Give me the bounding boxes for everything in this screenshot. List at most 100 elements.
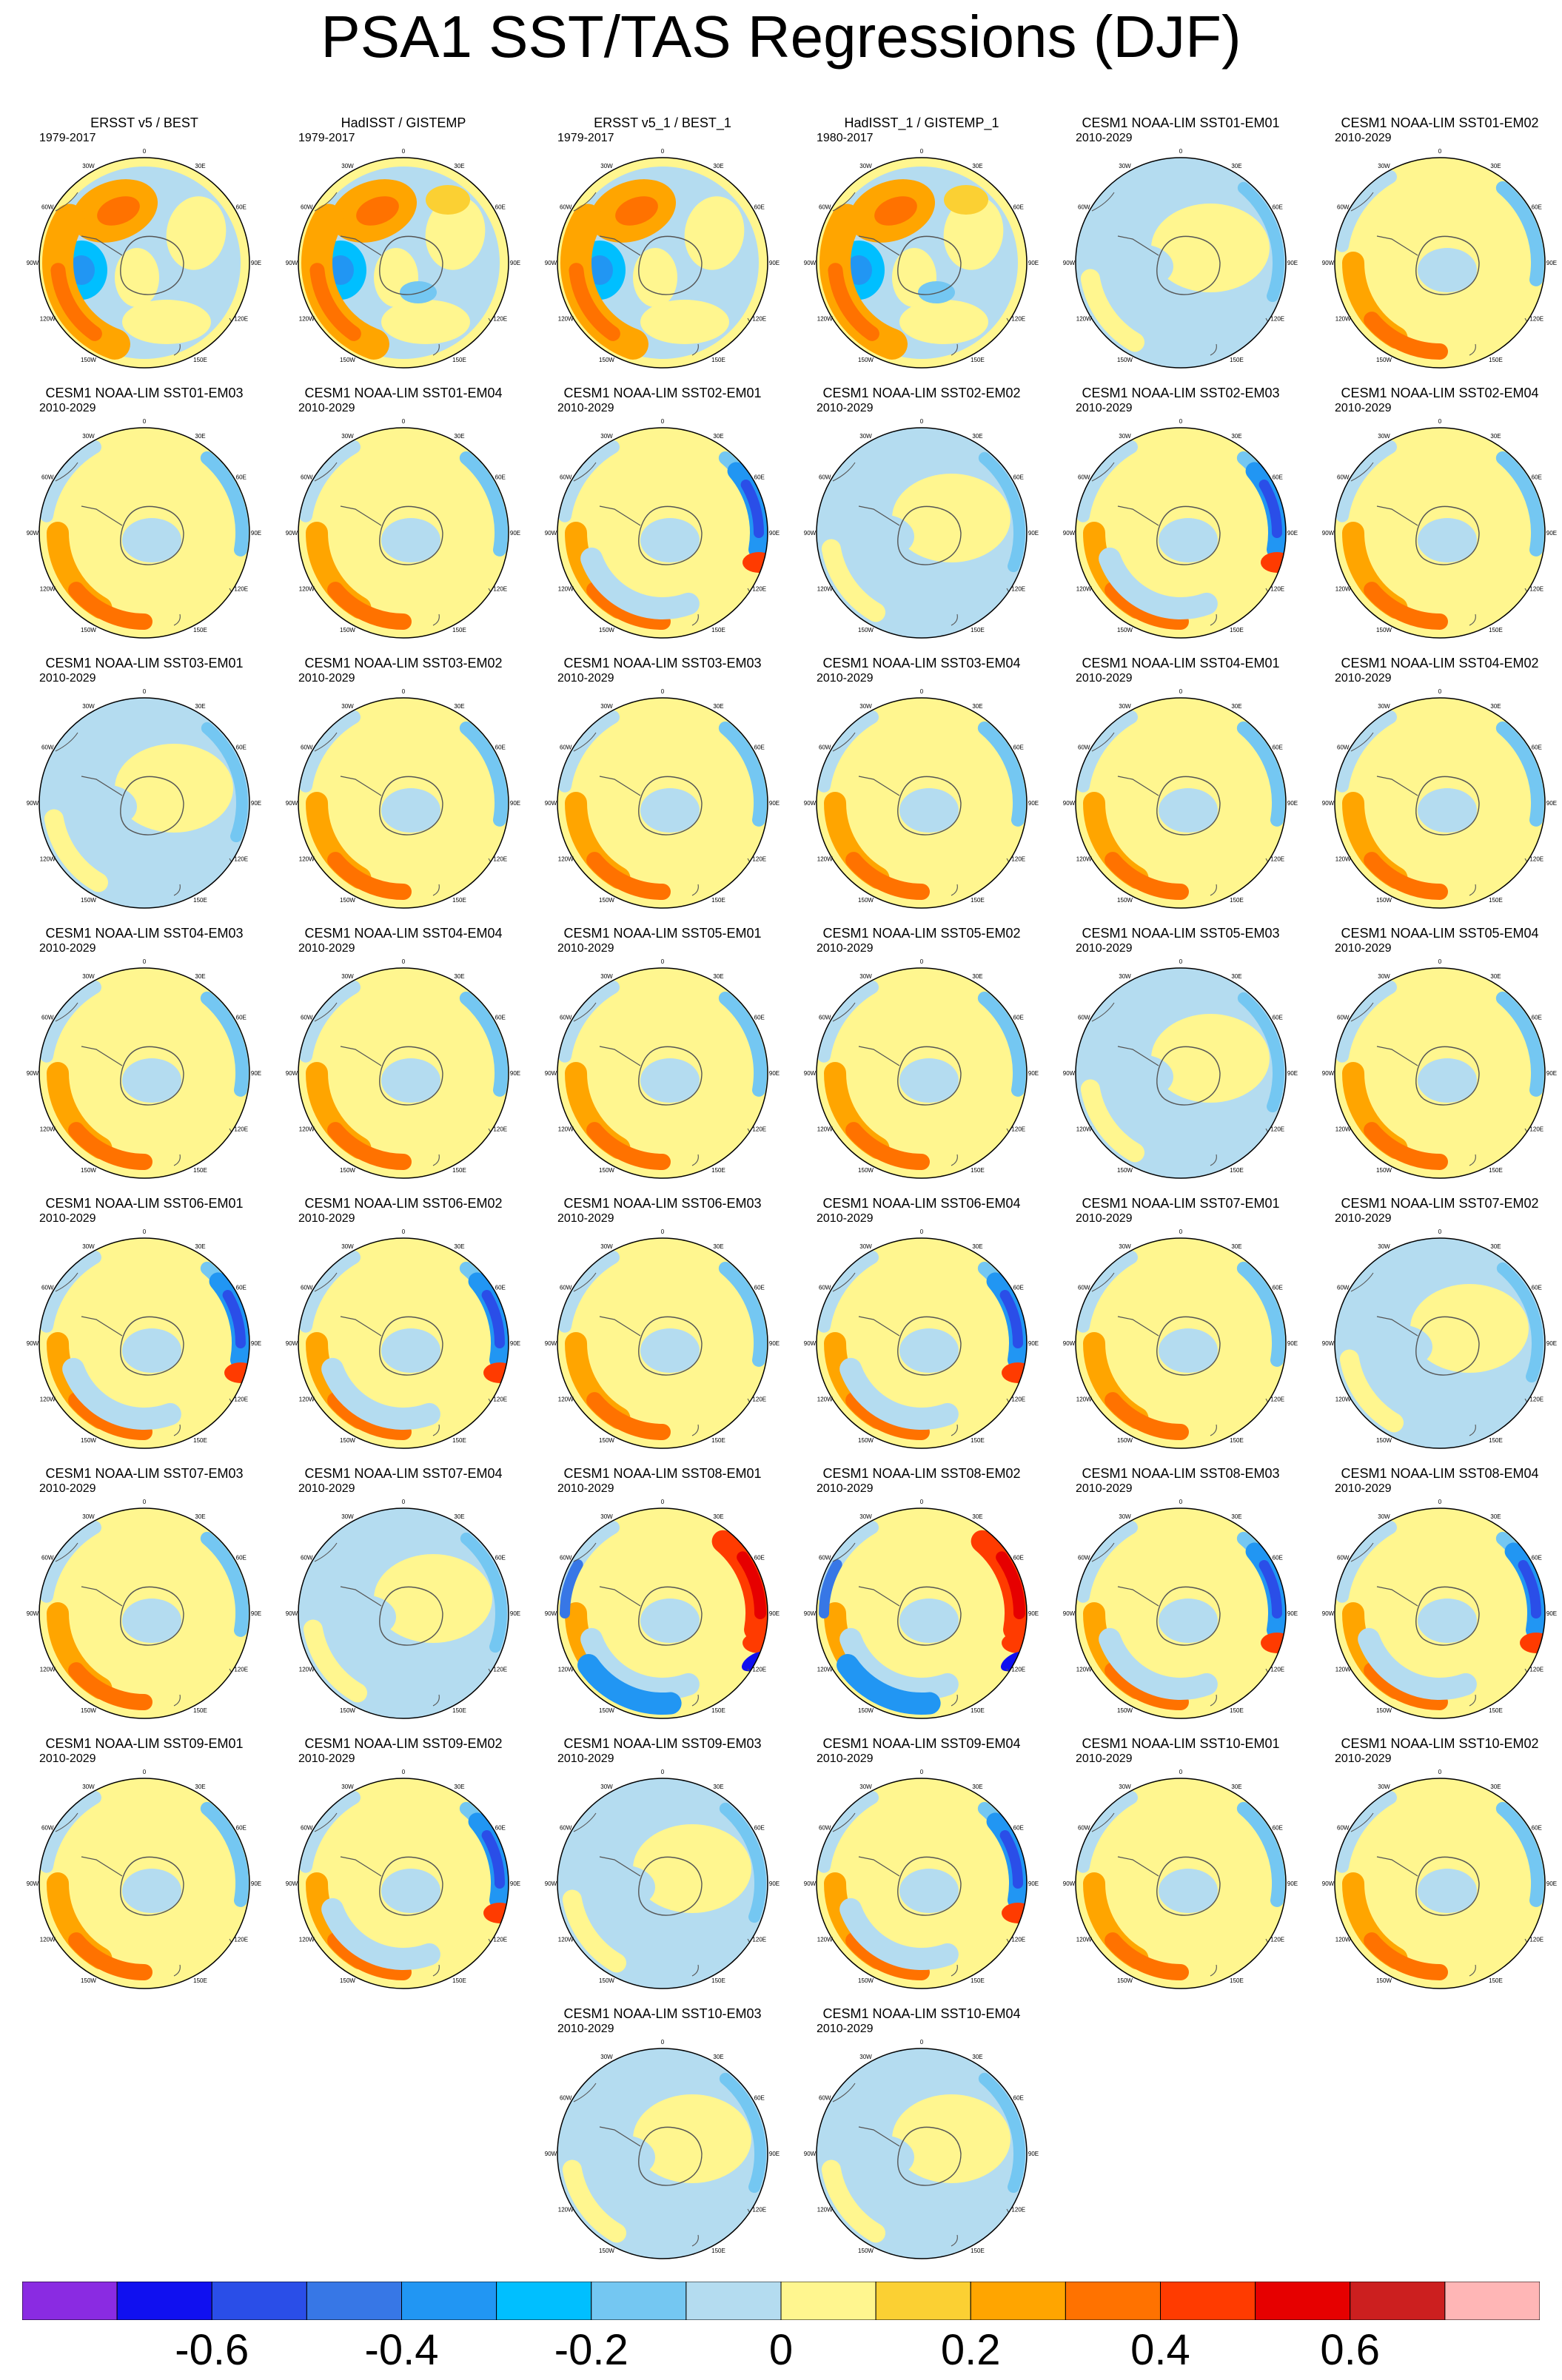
longitude-tick-label: 150W (81, 1167, 96, 1174)
map-panel: 030E60E90E120E150E180150W120W90W60W30WCE… (537, 1195, 788, 1450)
panel-period: 2010-2029 (298, 1212, 355, 1225)
longitude-tick-label: 90E (251, 260, 261, 266)
longitude-tick-label: 30W (1378, 703, 1390, 710)
longitude-tick-label: 90E (1028, 1070, 1039, 1077)
polar-map: 030E60E90E120E150E180150W120W90W60W30W (545, 1228, 780, 1449)
map-panel: 030E60E90E120E150E180150W120W90W60W30WCE… (1314, 1735, 1562, 1991)
longitude-tick-label: 30W (1378, 1784, 1390, 1790)
longitude-tick-label: 90W (545, 1610, 557, 1617)
colorbar-swatch (875, 2282, 971, 2320)
antarctica-outline (379, 1586, 443, 1646)
panel-title: CESM1 NOAA-LIM SST02-EM03 (1082, 386, 1280, 400)
longitude-tick-label: 120E (493, 1937, 507, 1943)
coastline (432, 614, 440, 626)
panel-period: 2010-2029 (817, 1482, 874, 1495)
map-panel: 030E60E90E120E150E180150W120W90W60W30WCE… (19, 925, 270, 1180)
longitude-tick-label: 150W (858, 357, 874, 363)
longitude-tick-label: 150W (1117, 1437, 1133, 1444)
longitude-tick-label: 90W (286, 1070, 298, 1077)
longitude-tick-label: 150W (858, 1707, 874, 1714)
anomaly-band (68, 1932, 152, 1980)
peninsula-outline (340, 505, 382, 526)
anomaly-region (166, 196, 227, 270)
longitude-tick-label: 150W (81, 897, 96, 904)
longitude-tick-label: 150E (711, 1167, 725, 1174)
longitude-tick-label: 60W (41, 744, 54, 751)
longitude-tick-label: 60E (236, 1285, 247, 1291)
longitude-tick-label: 0 (920, 418, 924, 425)
polar-map: 030E60E90E120E150E180150W120W90W60W30W (1063, 1499, 1298, 1719)
anomaly-band (586, 1392, 671, 1440)
longitude-tick-label: 30W (600, 433, 613, 440)
longitude-tick-label: 30E (972, 433, 982, 440)
peninsula-outline (1117, 1316, 1159, 1337)
longitude-tick-label: 30E (972, 1243, 982, 1250)
anomaly-band (299, 1790, 361, 1873)
longitude-tick-label: 30W (859, 2054, 872, 2060)
antarctica-outline (638, 1586, 703, 1646)
longitude-tick-label: 120E (752, 856, 766, 863)
longitude-tick-label: 60W (1078, 1825, 1090, 1832)
panel-title: HadISST / GISTEMP (341, 115, 466, 130)
colorbar-swatch (116, 2282, 212, 2320)
panel-title: CESM1 NOAA-LIM SST01-EM02 (1341, 115, 1539, 130)
longitude-tick-label: 0 (143, 958, 147, 965)
coastline (1091, 1542, 1115, 1562)
map-border (298, 1778, 509, 1989)
longitude-tick-label: 30E (1231, 1784, 1241, 1790)
map-border (1075, 427, 1287, 639)
map-border (298, 427, 509, 639)
longitude-tick-label: 90W (286, 260, 298, 266)
longitude-tick-label: 60E (495, 474, 506, 481)
coastline (173, 1424, 181, 1436)
anomaly-region (1418, 1058, 1477, 1103)
longitude-tick-label: 120W (558, 586, 574, 593)
polar-map: 030E60E90E120E150E180150W120W90W60W30W (1322, 688, 1557, 909)
coastline (1350, 192, 1374, 212)
longitude-tick-label: 120W (817, 316, 833, 323)
map-border (38, 1237, 250, 1449)
anomaly-region (633, 248, 677, 307)
longitude-tick-label: 60W (819, 1285, 831, 1291)
panel-title: CESM1 NOAA-LIM SST02-EM01 (563, 386, 762, 400)
coastline (1091, 1272, 1115, 1292)
longitude-tick-label: 60W (1337, 1555, 1350, 1562)
panel-title: CESM1 NOAA-LIM SST03-EM01 (45, 656, 244, 670)
anomaly-band (580, 1627, 700, 1700)
longitude-tick-label: 90W (1063, 1340, 1076, 1347)
coastline (573, 1272, 597, 1292)
longitude-tick-label: 60W (301, 204, 313, 211)
longitude-tick-label: 60E (236, 204, 247, 211)
longitude-tick-label: 90W (1063, 260, 1076, 266)
coastline (1469, 1424, 1476, 1436)
polar-map: 030E60E90E120E150E180150W120W90W60W30W (1063, 958, 1298, 1179)
peninsula-outline (81, 1316, 123, 1337)
longitude-tick-label: 30W (82, 973, 95, 980)
coastline (173, 1694, 181, 1707)
longitude-tick-label: 120W (558, 1937, 574, 1943)
anomaly-band (68, 1392, 152, 1440)
peninsula-outline (599, 776, 641, 796)
anomaly-band (40, 440, 101, 522)
longitude-tick-label: 30E (1231, 973, 1241, 980)
longitude-tick-label: 30W (859, 163, 872, 169)
map-panel: 030E60E90E120E150E180150W120W90W60W30WCE… (537, 1735, 788, 1991)
map-border (38, 427, 250, 639)
longitude-tick-label: 60E (1532, 204, 1542, 211)
longitude-tick-label: 90E (769, 1070, 780, 1077)
anomaly-band (1335, 980, 1397, 1063)
anomaly-band (718, 721, 767, 827)
longitude-tick-label: 0 (402, 1499, 406, 1505)
longitude-tick-label: 120W (1335, 1667, 1351, 1673)
coastline (1469, 1154, 1476, 1166)
longitude-tick-label: 30E (454, 973, 464, 980)
longitude-tick-label: 30W (82, 1784, 95, 1790)
longitude-tick-label: 30W (600, 1784, 613, 1790)
longitude-tick-label: 90E (1287, 800, 1298, 807)
panel-period: 2010-2029 (298, 1482, 355, 1495)
anomaly-band (740, 480, 764, 538)
longitude-tick-label: 60W (41, 1555, 54, 1562)
anomaly-region (1418, 518, 1477, 562)
anomaly-band (460, 1532, 507, 1653)
coastline (951, 884, 958, 896)
